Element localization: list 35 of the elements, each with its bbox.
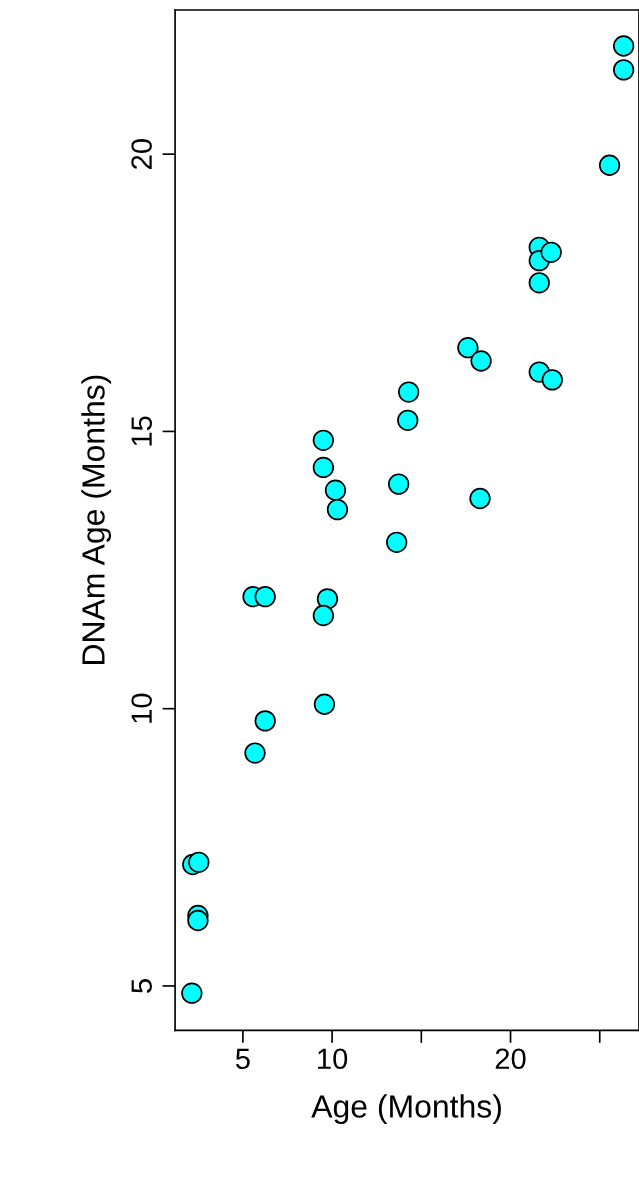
point: [254, 586, 276, 608]
point: [598, 154, 621, 176]
point: [457, 337, 479, 359]
x-tick-label: 10: [318, 1048, 348, 1070]
point: [612, 35, 635, 57]
point: [244, 742, 266, 764]
y-axis-title: DNAm Age (Months): [81, 375, 112, 664]
point: [470, 350, 492, 372]
point: [187, 909, 209, 932]
point: [312, 429, 335, 451]
point: [316, 588, 339, 610]
point: [541, 369, 563, 391]
y-tick-label: 20: [131, 139, 152, 169]
y-tick-label: 10: [131, 693, 152, 723]
point: [386, 531, 408, 553]
point: [312, 604, 335, 627]
point: [254, 710, 276, 732]
point: [326, 498, 349, 521]
x-tick-label: 20: [495, 1048, 526, 1070]
point: [469, 487, 491, 510]
point: [181, 982, 203, 1004]
point: [188, 851, 210, 873]
y-tick-label: 15: [131, 416, 152, 446]
point: [397, 381, 420, 403]
point: [540, 241, 562, 263]
point: [324, 479, 347, 501]
point: [612, 59, 635, 81]
x-tick-label: 5: [235, 1048, 250, 1070]
point: [397, 409, 419, 431]
point: [312, 456, 335, 479]
x-axis-title: Age (Months): [311, 1094, 501, 1125]
y-tick-label: 5: [131, 979, 152, 993]
point: [313, 693, 336, 715]
point: [388, 473, 410, 495]
point: [528, 272, 550, 294]
